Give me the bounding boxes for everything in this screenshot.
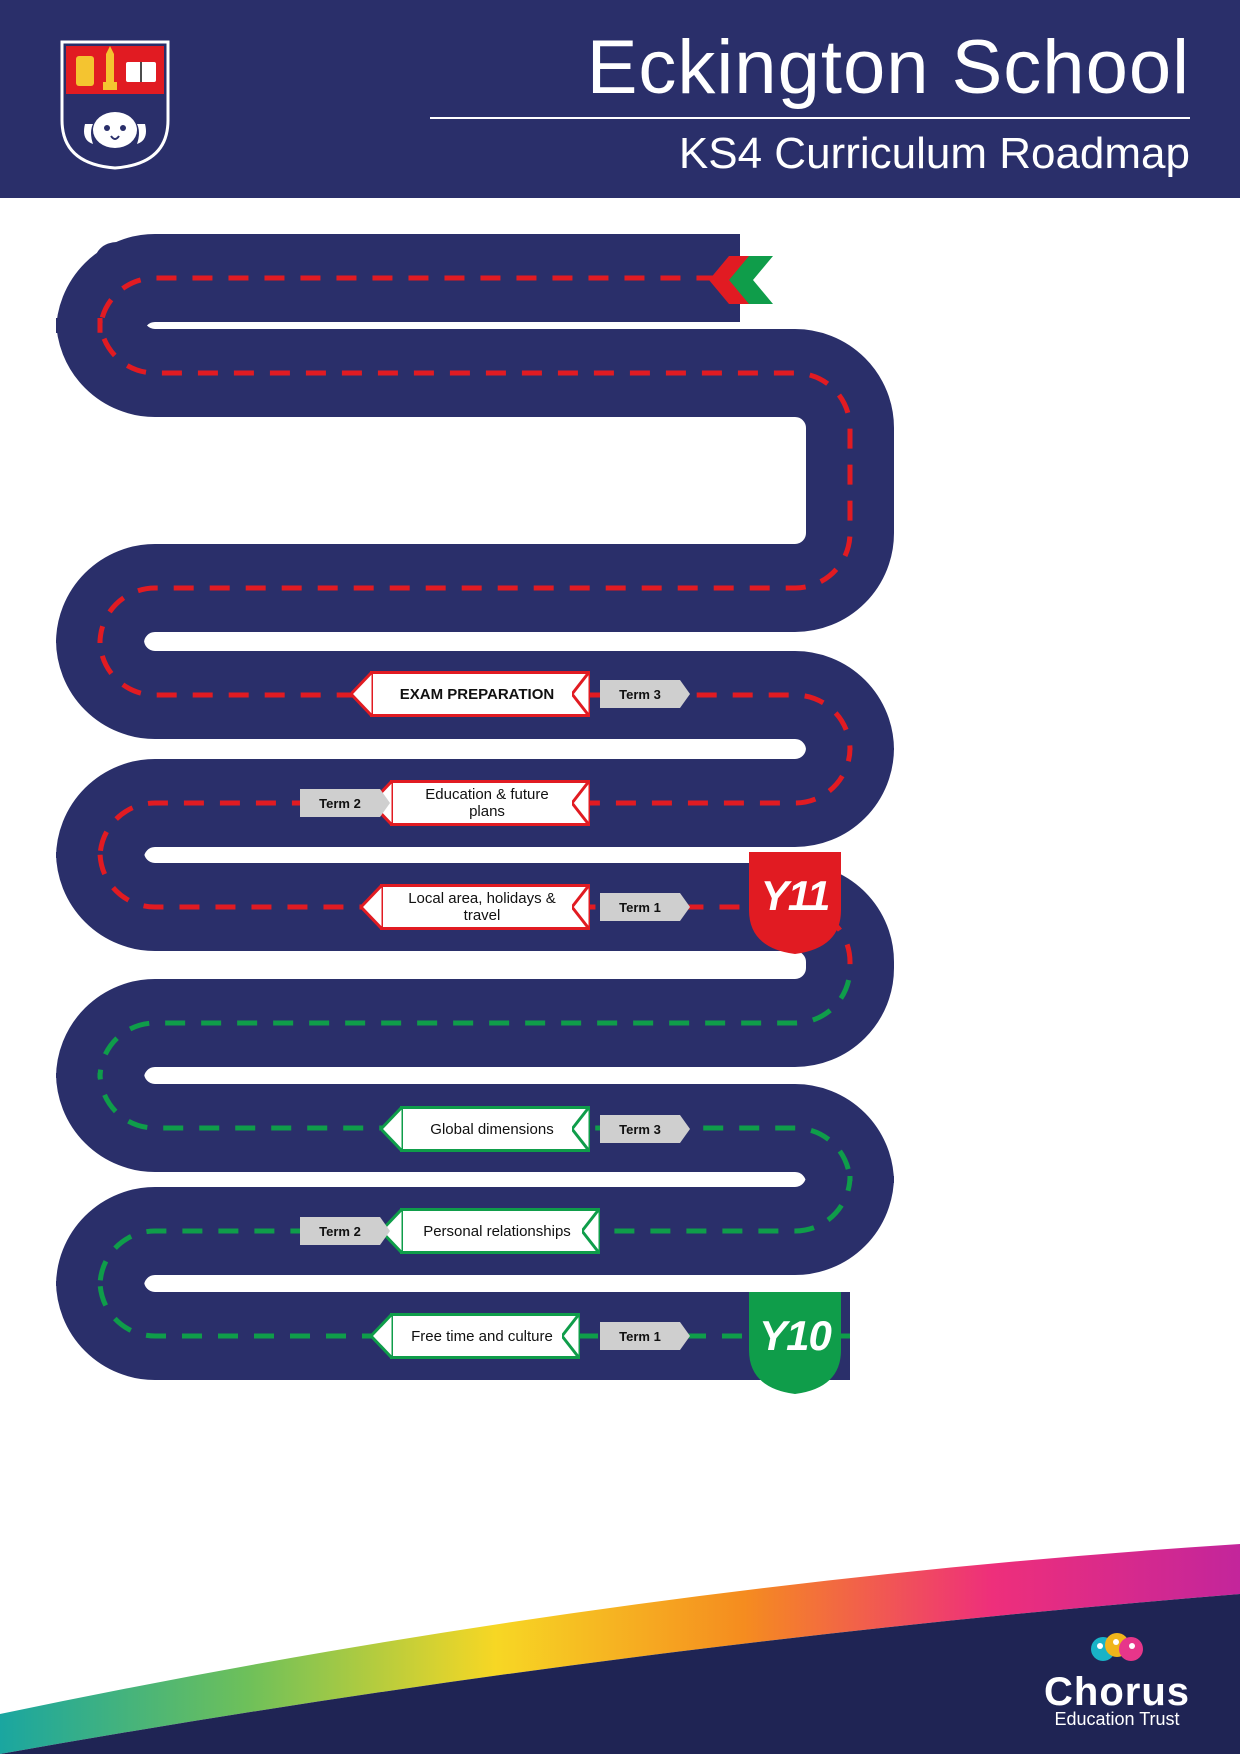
term-label-y11_t1: Term 1 [600, 893, 680, 921]
term-label-y11_t3: Term 3 [600, 680, 680, 708]
year-shield-y11: Y11 [745, 848, 845, 958]
term-label-y10_t3: Term 3 [600, 1115, 680, 1143]
term-label-y10_t2: Term 2 [300, 1217, 380, 1245]
milestone-y10_t1: Free time and culture [390, 1313, 580, 1359]
footer: Chorus Education Trust [0, 1544, 1240, 1754]
page-header: Eckington School KS4 Curriculum Roadmap [0, 0, 1240, 198]
milestone-title: EXAM PREPARATION [373, 686, 587, 703]
year-shield-y10: Y10 [745, 1288, 845, 1398]
milestone-y10_t2: Personal relationships [400, 1208, 600, 1254]
milestone-title: Free time and culture [393, 1328, 577, 1345]
footer-brand-block: Chorus Education Trust [1044, 1627, 1190, 1730]
footer-subline: Education Trust [1044, 1709, 1190, 1730]
term-label-y11_t2: Term 2 [300, 789, 380, 817]
main-area: German Free time and cultureTerm 1Person… [0, 198, 1240, 1754]
milestone-y11_t1: Local area, holidays & travel [380, 884, 590, 930]
road-end-chevron [705, 256, 775, 309]
milestone-title: Global dimensions [403, 1121, 587, 1138]
header-subtitle: KS4 Curriculum Roadmap [40, 129, 1190, 179]
term-label-y10_t1: Term 1 [600, 1322, 680, 1350]
milestone-title: Personal relationships [403, 1223, 597, 1240]
road-svg-wrap [0, 198, 1240, 1754]
milestone-y10_t3: Global dimensions [400, 1106, 590, 1152]
milestone-title: Education & future plans [393, 786, 587, 820]
milestone-y11_t2: Education & future plans [390, 780, 590, 826]
milestone-y11_t3: EXAM PREPARATION [370, 671, 590, 717]
header-divider [430, 117, 1190, 119]
school-crest [60, 40, 170, 175]
chorus-logo-icon [1044, 1627, 1190, 1668]
milestone-title: Local area, holidays & travel [383, 890, 587, 924]
school-name: Eckington School [40, 24, 1190, 111]
